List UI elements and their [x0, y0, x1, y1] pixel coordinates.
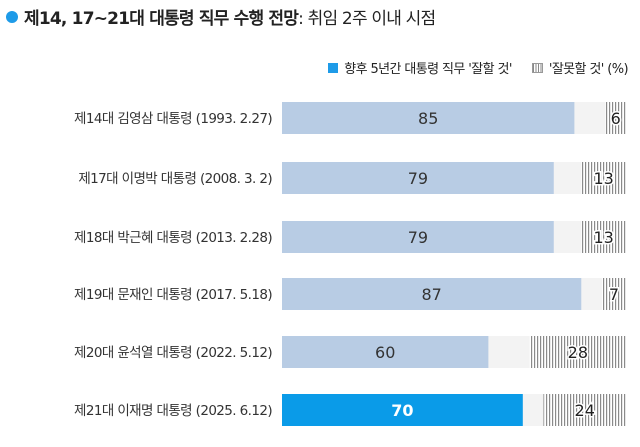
legend-swatch-good	[328, 62, 339, 73]
bar-good	[282, 221, 554, 253]
bar-bad	[543, 394, 626, 426]
legend-label-good: 향후 5년간 대통령 직무 '잘할 것'	[344, 62, 512, 77]
value-label-bad: 28	[568, 343, 588, 362]
value-label-good: 60	[375, 343, 395, 362]
bar-bad	[605, 102, 626, 134]
value-label-good: 70	[391, 401, 413, 420]
value-label-good: 87	[421, 285, 441, 304]
value-label-bad: 6	[611, 109, 621, 128]
value-label-good: 85	[418, 109, 438, 128]
bar-good	[282, 162, 554, 194]
legend: 향후 5년간 대통령 직무 '잘할 것' '잘못할 것' (%)	[328, 58, 629, 77]
title-text: 제14, 17~21대 대통령 직무 수행 전망	[24, 9, 299, 29]
bar-bad	[581, 221, 626, 253]
subtitle-text: : 취임 2주 이내 시점	[298, 9, 436, 29]
category-label: 제21대 이재명 대통령 (2025. 6.12)	[74, 403, 272, 419]
bar-good	[282, 394, 523, 426]
value-label-good: 79	[408, 228, 428, 247]
bar-bad	[581, 162, 626, 194]
bar-good	[282, 278, 582, 310]
bar-good	[282, 336, 489, 368]
category-label: 제17대 이명박 대통령 (2008. 3. 2)	[78, 171, 272, 187]
value-label-bad: 7	[609, 285, 619, 304]
category-label: 제19대 문재인 대통령 (2017. 5.18)	[74, 287, 272, 303]
category-label: 제14대 김영삼 대통령 (1993. 2.27)	[74, 111, 272, 127]
category-label: 제18대 박근혜 대통령 (2013. 2.28)	[74, 230, 272, 246]
bar-good	[282, 102, 575, 134]
category-label: 제20대 윤석열 대통령 (2022. 5.12)	[74, 345, 272, 361]
value-label-bad: 13	[593, 169, 613, 188]
legend-label-bad: '잘못할 것' (%)	[548, 62, 629, 77]
legend-swatch-bad	[531, 62, 543, 73]
bar-bad	[601, 278, 626, 310]
chart-title: 제14, 17~21대 대통령 직무 수행 전망: 취임 2주 이내 시점	[6, 4, 436, 29]
bar-bad	[529, 336, 626, 368]
value-label-bad: 24	[575, 401, 595, 420]
bullet-icon	[6, 10, 18, 23]
value-label-good: 79	[408, 169, 428, 188]
value-label-bad: 13	[593, 228, 613, 247]
